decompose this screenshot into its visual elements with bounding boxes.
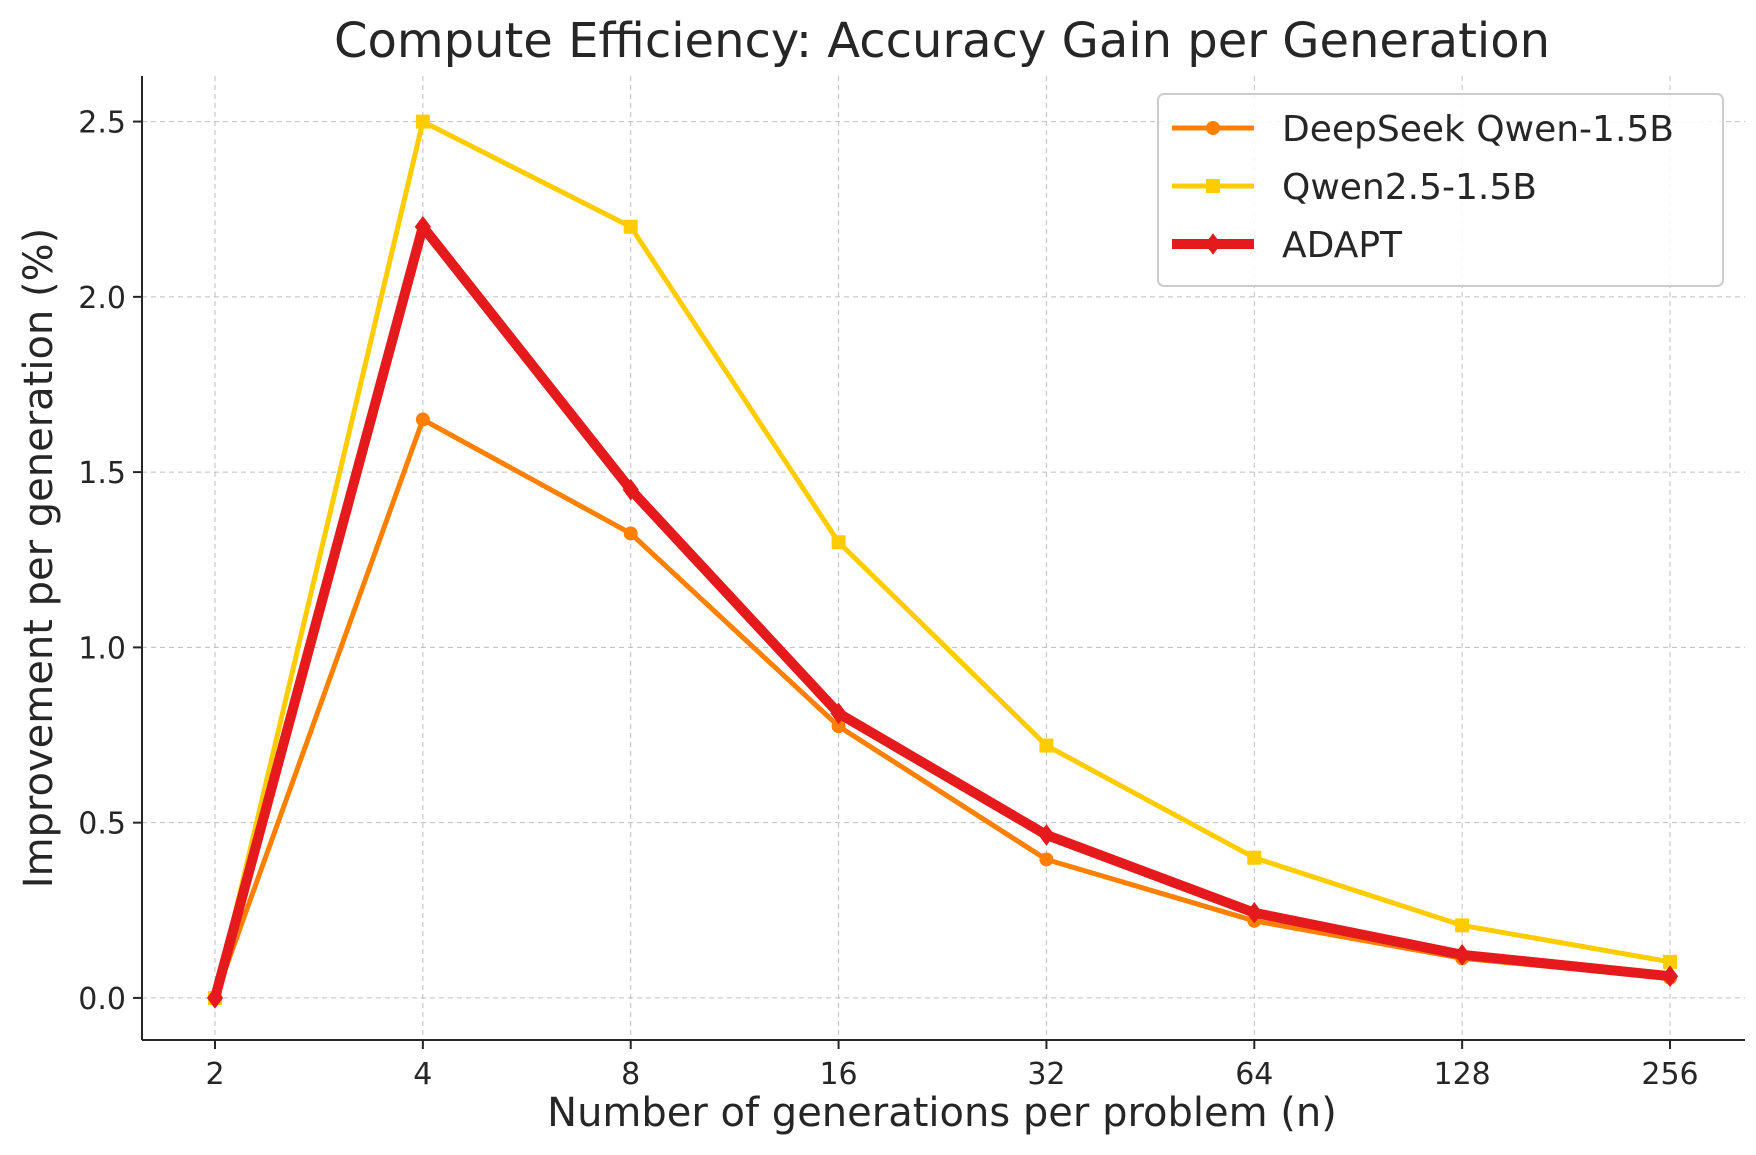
legend-marker: [1206, 121, 1220, 135]
y-tick-label: 2.5: [78, 106, 126, 141]
y-tick-label: 1.5: [78, 456, 126, 491]
data-point: [831, 719, 846, 734]
data-point: [623, 219, 638, 234]
data-point: [622, 478, 639, 501]
series-deepseek-qwen-1-5b: [208, 412, 1677, 1005]
series-line: [212, 417, 1671, 999]
x-tick-label: 8: [621, 1057, 640, 1092]
grid: [142, 76, 1745, 1040]
data-point: [1039, 738, 1054, 753]
legend-label: Qwen2.5-1.5B: [1282, 167, 1537, 208]
data-point: [1455, 918, 1470, 933]
data-point: [414, 215, 431, 238]
series-line: [210, 221, 1671, 1000]
x-tick-label: 256: [1641, 1057, 1698, 1092]
x-axis-title: Number of generations per problem (n): [547, 1090, 1337, 1136]
data-point: [415, 412, 430, 427]
data-point: [1039, 852, 1054, 867]
x-tick-label: 2: [205, 1057, 224, 1092]
data-point: [1038, 824, 1055, 846]
y-tick-label: 0.0: [78, 982, 126, 1017]
x-tick-label: 64: [1235, 1057, 1273, 1092]
y-tick-label: 1.0: [78, 631, 126, 666]
legend-item: ADAPT: [1172, 225, 1403, 266]
data-point: [206, 987, 224, 1009]
chart-title: Compute Efficiency: Accuracy Gain per Ge…: [334, 13, 1550, 69]
x-tick-label: 32: [1027, 1057, 1065, 1092]
x-axis-ticks: 2 4 8 16 32 64 128 256: [205, 1040, 1699, 1092]
x-tick-label: 4: [413, 1057, 432, 1092]
series-adapt: [206, 215, 1679, 1009]
legend-marker: [1204, 233, 1222, 255]
data-point: [415, 114, 430, 129]
data-point: [1454, 944, 1471, 966]
data-point: [1661, 965, 1679, 988]
x-tick-label: 16: [819, 1057, 857, 1092]
legend-label: DeepSeek Qwen-1.5B: [1282, 109, 1674, 150]
data-point: [831, 535, 846, 550]
legend-marker: [1206, 179, 1220, 193]
y-axis-title: Improvement per generation (%): [16, 228, 62, 888]
y-tick-label: 2.0: [78, 281, 126, 316]
legend-box: [1157, 93, 1724, 287]
legend: DeepSeek Qwen-1.5B Qwen2.5-1.5B ADAPT: [1157, 93, 1724, 287]
series-line: [212, 119, 1671, 999]
y-axis-ticks: 0.0 0.5 1.0 1.5 2.0 2.5: [78, 106, 142, 1017]
legend-item: DeepSeek Qwen-1.5B: [1172, 109, 1674, 150]
data-point: [1663, 954, 1677, 969]
legend-item: Qwen2.5-1.5B: [1172, 167, 1537, 208]
data-point: [623, 526, 638, 541]
x-tick-label: 128: [1434, 1057, 1491, 1092]
axes-spines: [141, 76, 1745, 1041]
data-point: [830, 702, 847, 725]
data-point: [1246, 901, 1263, 924]
series-layer: [206, 114, 1679, 1009]
data-point: [1247, 850, 1262, 865]
legend-label: ADAPT: [1282, 225, 1403, 266]
y-tick-label: 0.5: [78, 807, 126, 842]
